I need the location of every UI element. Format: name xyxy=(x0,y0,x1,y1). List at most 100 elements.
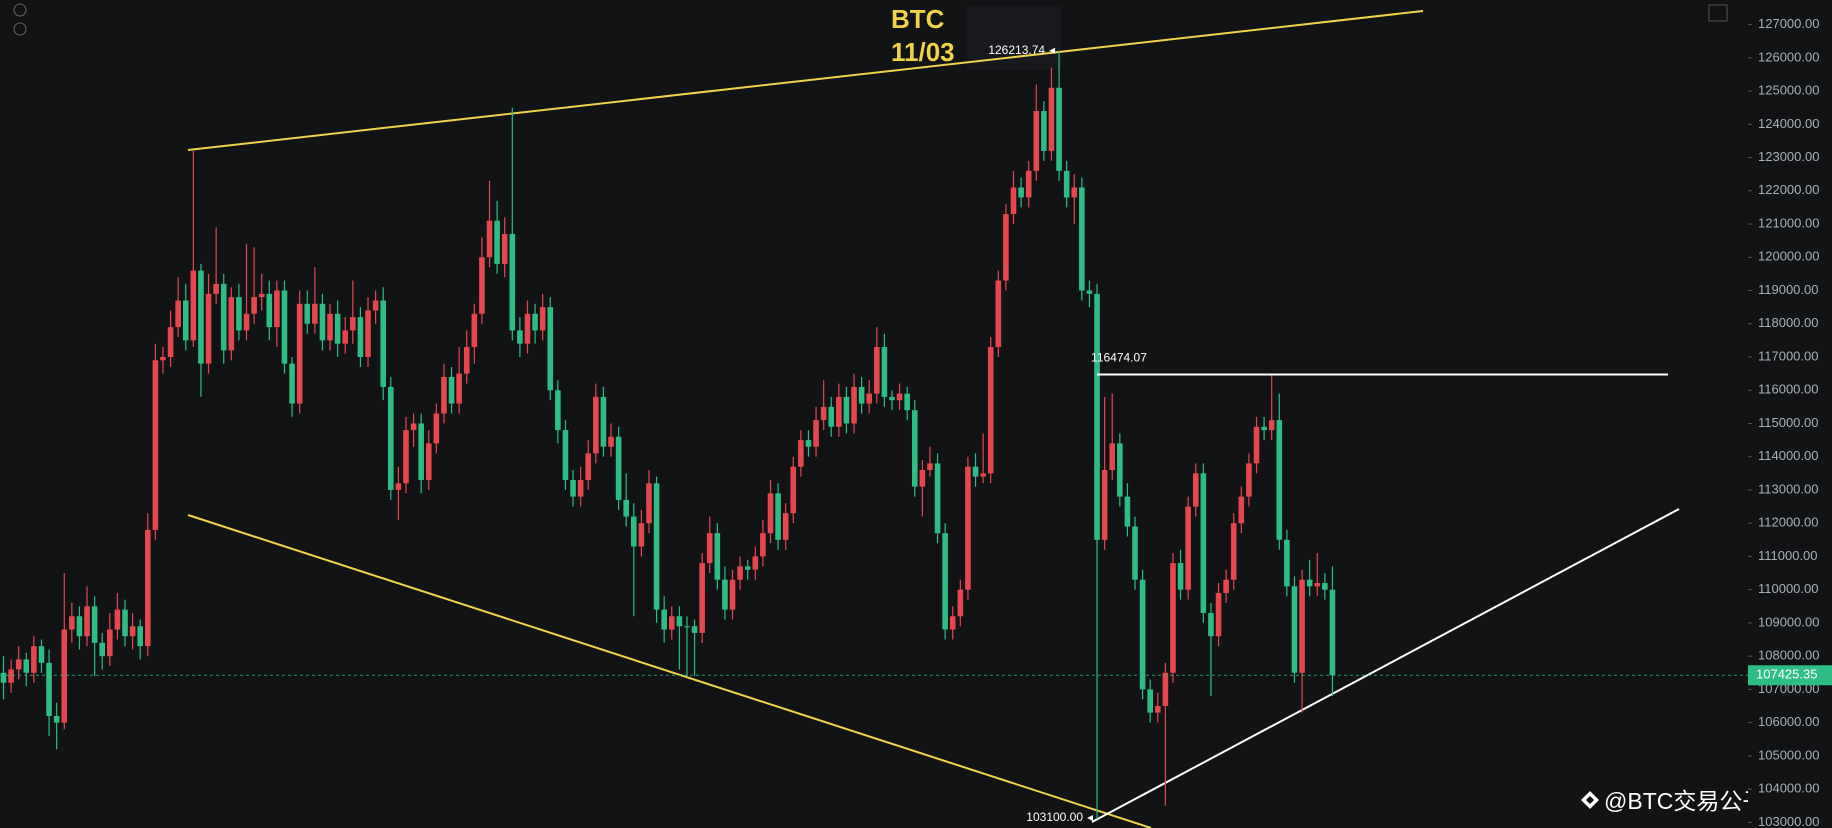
candle-body xyxy=(403,430,409,484)
y-tick-label: 125000.00 xyxy=(1758,83,1819,98)
candle-body xyxy=(0,672,7,683)
candle-body xyxy=(38,646,45,663)
candle-body xyxy=(1215,592,1222,637)
candle-body xyxy=(874,347,880,394)
y-tick-label: 118000.00 xyxy=(1758,315,1819,330)
candle-body xyxy=(137,626,143,647)
candle-body xyxy=(1284,539,1290,587)
candle-body xyxy=(228,297,235,351)
candle-body xyxy=(53,715,60,723)
candle-body xyxy=(114,609,121,630)
upper-trendline xyxy=(187,10,1424,151)
candle-body xyxy=(350,317,356,331)
candle-body xyxy=(593,396,599,454)
candle-body xyxy=(1291,586,1298,673)
candle-body xyxy=(107,629,113,657)
candle-body xyxy=(448,376,455,404)
y-tick-label: 119000.00 xyxy=(1758,282,1819,297)
chart-subtitle: 11/03 xyxy=(891,37,955,67)
y-tick-label: 108000.00 xyxy=(1758,648,1819,663)
candle-body xyxy=(61,629,68,723)
candle-body xyxy=(1200,473,1207,613)
candle-body xyxy=(539,307,546,331)
candle-body xyxy=(843,396,850,424)
candle-body xyxy=(175,300,181,328)
candle-body xyxy=(1276,420,1283,540)
candle-body xyxy=(395,483,402,490)
candle-body xyxy=(1063,170,1070,198)
support-trendline xyxy=(1091,508,1680,823)
candle-body xyxy=(251,297,257,314)
y-tick-label: 120000.00 xyxy=(1758,249,1819,264)
price-axis xyxy=(1748,0,1832,828)
candle-body xyxy=(828,406,835,427)
candle-body xyxy=(494,220,500,264)
candle-body xyxy=(122,609,128,637)
low-pointer xyxy=(1087,815,1094,821)
candle-body xyxy=(957,589,964,617)
candle-body xyxy=(243,313,250,331)
y-tick-label: 114000.00 xyxy=(1758,448,1819,463)
collapse-icon[interactable] xyxy=(13,3,27,17)
candle-body xyxy=(782,513,789,540)
candle-body xyxy=(608,436,614,447)
candle-body xyxy=(410,423,417,431)
candle-body xyxy=(631,516,637,547)
candle-body xyxy=(1322,583,1328,590)
candle-body xyxy=(949,616,956,630)
candle-body xyxy=(1010,187,1017,215)
candle-body xyxy=(813,420,819,447)
candle-body xyxy=(1033,111,1040,171)
lower-trendline xyxy=(187,514,1152,828)
candle-body xyxy=(289,363,295,404)
candle-body xyxy=(896,393,903,401)
y-tick-label: 122000.00 xyxy=(1758,182,1819,197)
candle-body xyxy=(1170,563,1176,673)
candle-body xyxy=(934,463,941,534)
candle-body xyxy=(646,483,652,524)
y-tick-label: 126000.00 xyxy=(1758,49,1819,64)
candle-body xyxy=(737,566,743,580)
y-tick-label: 111000.00 xyxy=(1758,548,1818,563)
y-tick-label: 117000.00 xyxy=(1758,348,1819,363)
candle-body xyxy=(1329,589,1336,676)
candle-body xyxy=(744,566,751,570)
candle-body xyxy=(236,297,242,331)
candle-body xyxy=(676,616,683,627)
candle-body xyxy=(577,479,584,497)
candle-body xyxy=(258,293,265,298)
candle-body xyxy=(1208,612,1214,637)
watermark-logo xyxy=(1581,791,1599,809)
candle-body xyxy=(851,386,857,424)
candle-body xyxy=(661,609,667,630)
candle-body xyxy=(167,327,174,357)
candle-body xyxy=(1314,583,1321,587)
candle-body xyxy=(312,303,318,324)
candle-body xyxy=(190,270,197,341)
candle-body xyxy=(296,303,303,404)
toolbar-icons[interactable] xyxy=(13,3,1728,36)
candle-body xyxy=(486,220,493,258)
settings-icon[interactable] xyxy=(13,22,27,36)
candle-body xyxy=(198,270,204,364)
candle-body xyxy=(889,396,895,401)
candle-body xyxy=(266,293,273,328)
last-price-box xyxy=(1748,665,1832,686)
candle-body xyxy=(615,436,622,500)
candle-body xyxy=(775,493,781,540)
candle-body xyxy=(418,423,424,480)
y-tick-label: 123000.00 xyxy=(1758,149,1819,164)
candle-body xyxy=(441,376,447,414)
candle-body xyxy=(304,303,311,324)
candle-body xyxy=(562,430,569,480)
candle-body xyxy=(911,410,918,487)
candle-body xyxy=(904,393,910,411)
candle-body xyxy=(46,662,52,716)
candle-body xyxy=(760,533,766,557)
high-label: 126213.74 xyxy=(988,43,1045,57)
title-backdrop xyxy=(967,6,1061,70)
candle-body xyxy=(798,440,804,467)
candle-body xyxy=(357,317,364,357)
layout-icon[interactable] xyxy=(1708,4,1728,22)
